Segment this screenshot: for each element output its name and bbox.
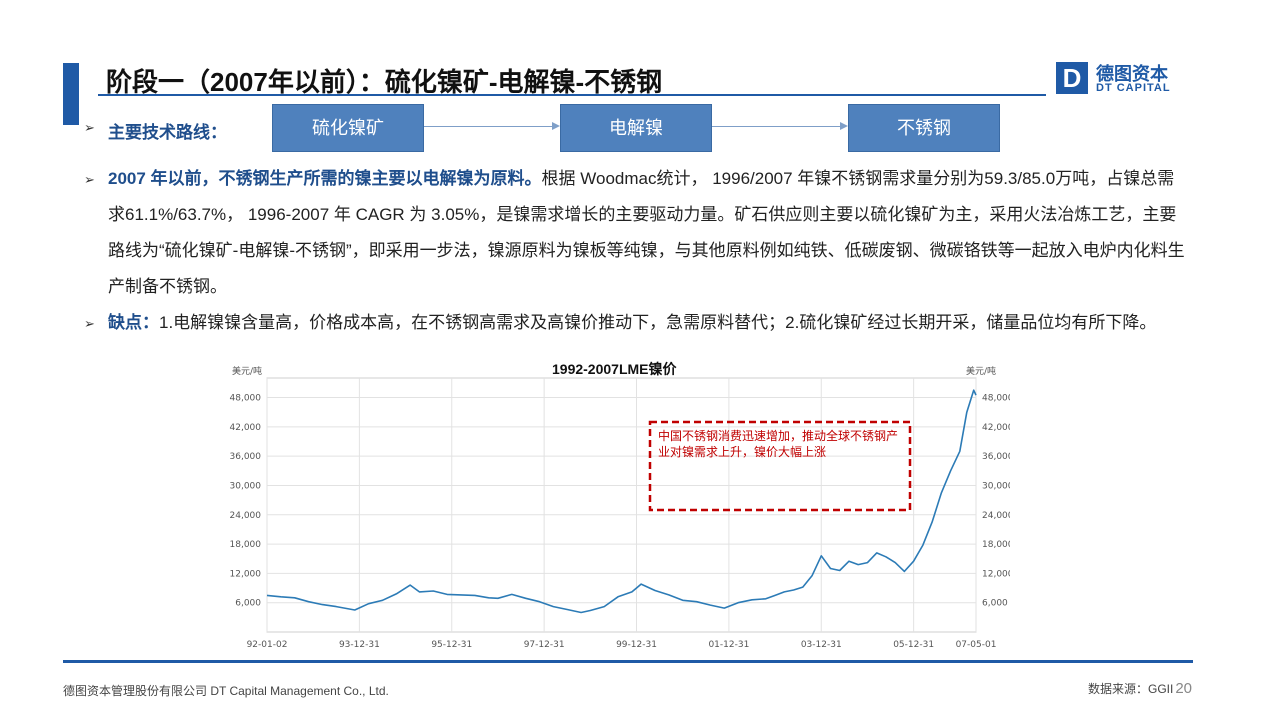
y-tick-label-left: 36,000 [230,452,262,462]
logo-chinese-name: 德图资本 [1096,64,1168,84]
y-tick-label-right: 12,000 [982,569,1010,579]
y-tick-label-left: 6,000 [235,599,261,609]
data-source: 数据来源：GGII [1088,682,1174,696]
y-tick-label-right: 42,000 [982,423,1010,433]
x-tick-label: 07-05-01 [956,640,997,650]
y-tick-label-left: 18,000 [230,540,262,550]
route-label: 主要技术路线： [108,123,227,142]
annotation-box [648,420,912,512]
x-tick-label: 95-12-31 [431,640,472,650]
nickel-price-chart: 美元/吨 美元/吨 6,000 6,000 12,000 12,000 18,000 18,0… [230,365,1011,650]
route-step-electrolytic-nickel: 电解镍 [560,104,712,152]
paragraph-body: 1.电解镍镍含量高，价格成本高，在不锈钢高需求及高镍价推动下，急需原料替代；2.… [159,313,1157,332]
paragraph-highlight: 缺点： [108,313,159,332]
logo-mark: D [1056,62,1088,94]
annotation-text: 中国不锈钢消费迅速增加，推动全球不锈钢产业对镍需求上升，镍价大幅上涨 [658,429,899,459]
y-tick-label-right: 18,000 [982,540,1010,550]
annotation-text-container: 中国不锈钢消费迅速增加，推动全球不锈钢产业对镍需求上升，镍价大幅上涨 [658,429,899,459]
x-tick-label: 01-12-31 [708,640,749,650]
y-tick-label-right: 30,000 [982,481,1010,491]
page-number: 20 [1175,680,1193,697]
x-tick-label: 99-12-31 [616,640,657,650]
route-step-stainless-steel: 不锈钢 [848,104,1000,152]
paragraph-highlight: 2007 年以前，不锈钢生产所需的镍主要以电解镍为原料。 [108,169,542,188]
x-tick-label: 03-12-31 [801,640,842,650]
y-tick-label-left: 42,000 [230,423,262,433]
footer-source: 数据来源：GGII 20 [1088,680,1192,697]
left-axis-unit: 美元/吨 [232,365,262,377]
logo-english-name: DT CAPITAL [1096,82,1171,94]
page-title: 阶段一（2007年以前）：硫化镍矿-电解镍-不锈钢 [106,67,663,97]
route-arrow-2 [712,122,848,130]
x-tick-label: 93-12-31 [339,640,380,650]
right-axis-unit: 美元/吨 [966,365,996,377]
bullet-arrow-icon: ➢ [84,316,95,331]
y-tick-label-right: 6,000 [982,599,1008,609]
x-tick-label: 05-12-31 [893,640,934,650]
title-accent-bar [63,63,79,125]
route-arrow-1 [424,122,560,130]
footer-company: 德图资本管理股份有限公司 DT Capital Management Co., … [63,684,389,698]
price-series-line [266,389,977,614]
plot-area [266,377,977,633]
bullet-arrow-icon: ➢ [84,172,95,187]
y-tick-label-left: 12,000 [230,569,262,579]
company-logo: D 德图资本 DT CAPITAL [1056,62,1186,98]
bullet-arrow-icon: ➢ [84,120,95,135]
y-tick-label-right: 48,000 [982,394,1010,404]
y-tick-label-left: 48,000 [230,394,262,404]
x-tick-label: 97-12-31 [524,640,565,650]
chart-title: 1992-2007LME镍价 [552,361,677,377]
paragraph-drawbacks: 缺点：1.电解镍镍含量高，价格成本高，在不锈钢高需求及高镍价推动下，急需原料替代… [108,305,1188,341]
paragraph-body: 根据 Woodmac统计， 1996/2007 年镍不锈钢需求量分别为59.3/… [108,169,1185,296]
route-step-sulfide-ore: 硫化镍矿 [272,104,424,152]
y-tick-label-left: 30,000 [230,481,262,491]
x-tick-label: 92-01-02 [247,640,288,650]
y-tick-label-right: 24,000 [982,511,1010,521]
footer-divider [63,660,1193,663]
paragraph-pre-2007: 2007 年以前，不锈钢生产所需的镍主要以电解镍为原料。根据 Woodmac统计… [108,161,1188,305]
y-tick-label-right: 36,000 [982,452,1010,462]
y-tick-label-left: 24,000 [230,511,262,521]
title-divider [98,94,1046,96]
